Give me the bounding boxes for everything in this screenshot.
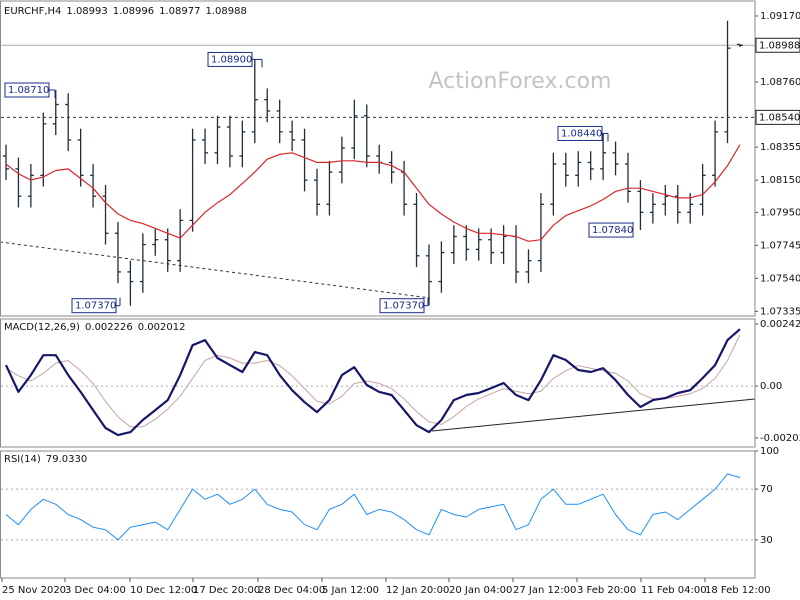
annotation-box [207, 51, 253, 67]
level-label: 1.08540 [759, 112, 800, 123]
x-tick-label: 10 Dec 12:00 [130, 585, 197, 596]
y-tick-label: 0.002429 [760, 319, 800, 330]
x-tick-label: 3 Dec 04:00 [65, 585, 126, 596]
level-label-box [755, 37, 800, 53]
x-tick-label: 27 Jan 12:00 [513, 585, 576, 596]
annotation-label: 1.08710 [8, 85, 49, 96]
annotation-box [4, 82, 50, 98]
y-tick-label: 1.08760 [760, 77, 800, 88]
header-text: MACD(12,26,9) [4, 322, 80, 333]
series-line [5, 334, 741, 428]
panel-frame [0, 450, 756, 579]
x-tick-label: 20 Jan 04:00 [449, 585, 512, 596]
y-tick-label: 1.07950 [760, 207, 800, 218]
panel-frame [0, 318, 756, 448]
y-tick-label: 1.07745 [760, 240, 800, 251]
annotation-label: 1.07370 [75, 301, 116, 312]
y-tick-label: 30 [760, 535, 773, 546]
x-tick-label: 18 Feb 12:00 [705, 585, 771, 596]
y-tick-label: 70 [760, 484, 773, 495]
watermark: ActionForex.com [429, 69, 612, 94]
annotation-box [71, 298, 117, 314]
level-label-box [755, 109, 800, 125]
annotation-box [588, 222, 634, 238]
annotation-label: 1.07840 [592, 225, 633, 236]
header-text: 1.08977 [159, 6, 200, 17]
y-tick-label: 1.09170 [760, 11, 800, 22]
trend-line [431, 398, 756, 432]
y-tick-label: 1.07540 [760, 273, 800, 284]
header-text: 1.08996 [113, 6, 154, 17]
y-tick-label: 1.08150 [760, 175, 800, 186]
header-text: 79.0330 [46, 454, 87, 465]
series-line [5, 328, 741, 437]
annotation-box [379, 298, 425, 314]
x-tick-label: 3 Feb 20:00 [577, 585, 636, 596]
panel-frame [0, 0, 756, 317]
x-tick-label: 28 Dec 04:00 [258, 585, 325, 596]
header-text: 1.08988 [205, 6, 246, 17]
x-tick-label: 12 Jan 20:00 [386, 585, 449, 596]
x-tick-label: 11 Feb 04:00 [641, 585, 707, 596]
trend-line [0, 241, 431, 299]
header-text: RSI(14) [4, 454, 41, 465]
y-tick-label: 1.07335 [760, 306, 800, 317]
level-label: 1.08988 [759, 40, 800, 51]
header-text: 0.002012 [138, 322, 186, 333]
series-line [5, 473, 741, 541]
header-text: 1.08993 [66, 6, 107, 17]
annotation-label: 1.08900 [211, 54, 252, 65]
series-line [5, 144, 741, 242]
x-tick-label: 17 Dec 20:00 [193, 585, 260, 596]
annotation-label: 1.07370 [383, 301, 424, 312]
y-tick-label: 1.08355 [760, 142, 800, 153]
annotation-box [557, 125, 603, 141]
x-tick-label: 5 Jan 12:00 [322, 585, 379, 596]
y-tick-label: -0.002033 [760, 433, 800, 444]
y-tick-label: 0.00 [760, 381, 782, 392]
x-tick-label: 25 Nov 2020 [2, 585, 66, 596]
annotation-label: 1.08440 [561, 128, 602, 139]
header-text: 0.002226 [85, 322, 133, 333]
header-text: EURCHF,H4 [4, 6, 61, 17]
y-tick-label: 100 [760, 446, 779, 457]
